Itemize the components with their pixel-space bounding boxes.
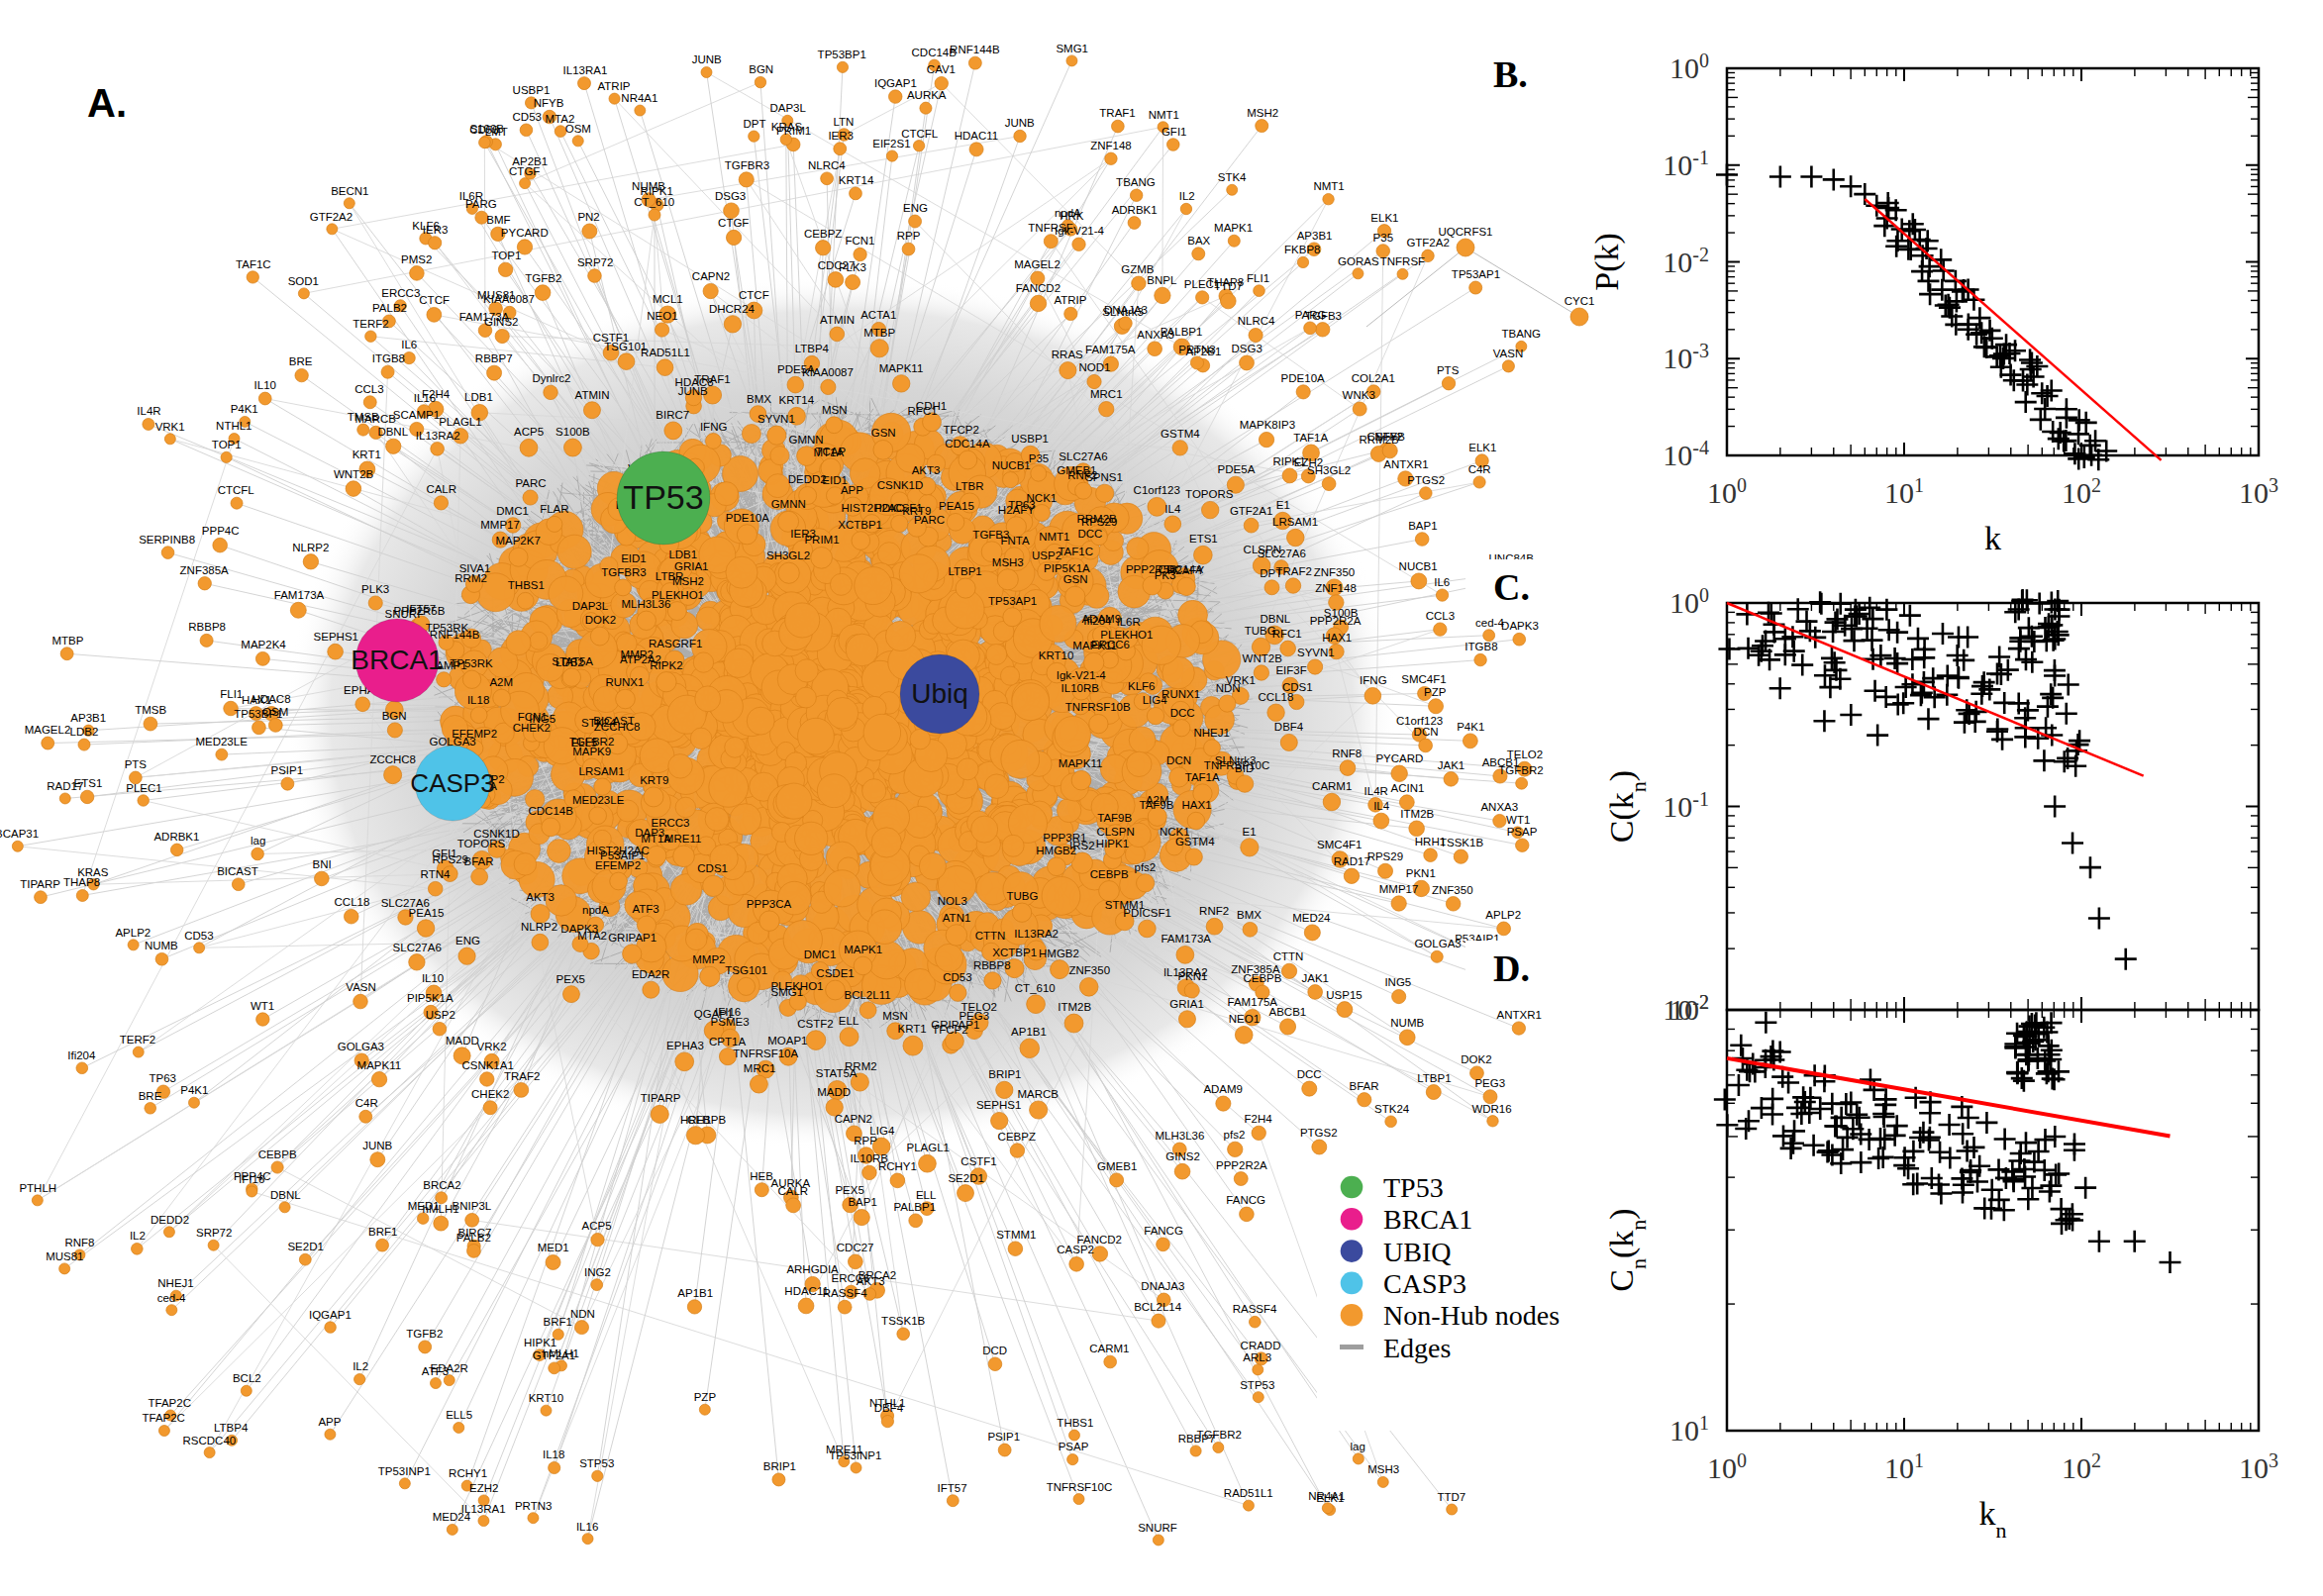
svg-text:103: 103 — [2239, 474, 2278, 509]
svg-text:101: 101 — [1884, 1449, 1924, 1484]
svg-text:kn: kn — [1979, 1495, 2007, 1543]
svg-text:10-2: 10-2 — [1663, 244, 1709, 278]
svg-text:10-1: 10-1 — [1663, 788, 1709, 823]
svg-text:C(kn): C(kn) — [1603, 770, 1651, 843]
svg-text:102: 102 — [2062, 1449, 2101, 1484]
svg-text:102: 102 — [2062, 474, 2101, 509]
svg-text:P(k): P(k) — [1588, 233, 1626, 291]
svg-text:Cn(kn): Cn(kn) — [1603, 1208, 1651, 1291]
svg-text:100: 100 — [1707, 474, 1747, 509]
svg-text:10-4: 10-4 — [1663, 437, 1709, 471]
svg-text:10-1: 10-1 — [1663, 147, 1709, 181]
svg-text:101: 101 — [1884, 474, 1924, 509]
svg-text:10-3: 10-3 — [1663, 340, 1709, 374]
svg-text:100: 100 — [1707, 1449, 1747, 1484]
svg-text:101: 101 — [1669, 1412, 1709, 1446]
svg-text:103: 103 — [2239, 1449, 2278, 1484]
svg-text:k: k — [1984, 520, 2001, 556]
svg-text:100: 100 — [1669, 584, 1709, 619]
svg-text:102: 102 — [1669, 991, 1709, 1026]
svg-text:100: 100 — [1669, 50, 1709, 84]
